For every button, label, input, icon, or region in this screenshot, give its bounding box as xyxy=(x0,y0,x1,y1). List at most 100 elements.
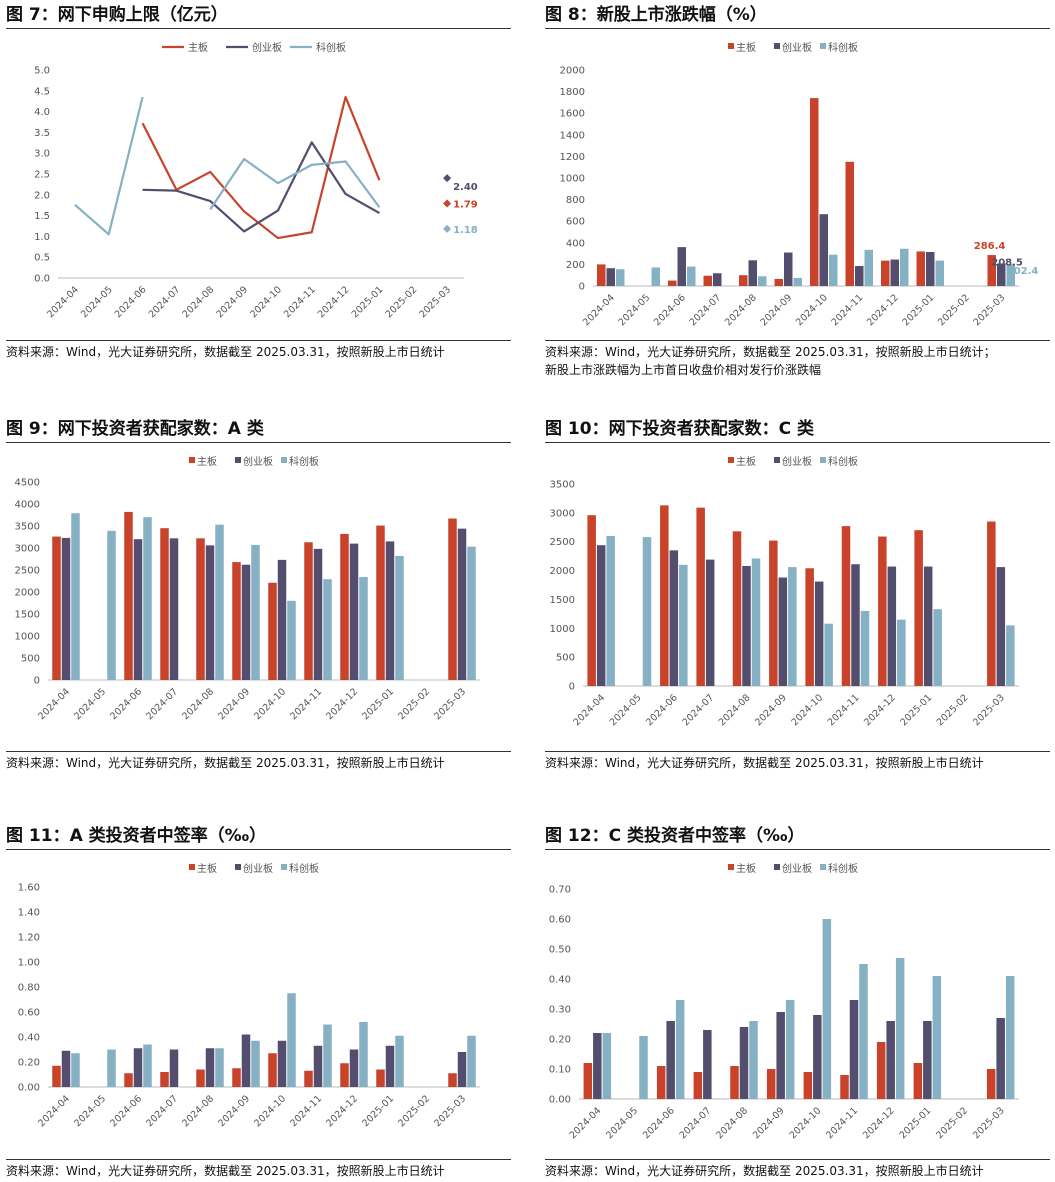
x-tick-label: 2024-04 xyxy=(581,292,617,328)
bar xyxy=(606,268,615,286)
legend-swatch xyxy=(189,864,195,870)
source-note: 资料来源：Wind，光大证券研究所，数据截至 2025.03.31，按照新股上市… xyxy=(6,1159,511,1180)
bar xyxy=(895,958,905,1099)
bar xyxy=(849,1000,859,1099)
bar xyxy=(739,275,748,286)
x-tick-label: 2024-09 xyxy=(753,692,789,728)
legend-swatch xyxy=(281,457,287,463)
bar xyxy=(713,273,722,286)
bar xyxy=(602,1033,612,1099)
y-tick-label: 1.5 xyxy=(34,211,50,222)
bar xyxy=(932,976,942,1099)
y-tick-label: 0 xyxy=(579,282,585,293)
bar xyxy=(840,1075,849,1099)
y-tick-label: 4.0 xyxy=(34,107,50,118)
bar xyxy=(304,542,313,680)
legend-swatch xyxy=(281,864,287,870)
y-tick-label: 0.30 xyxy=(549,1005,571,1016)
listing-return-bar-chart: 主板 创业板 科创板 0 200 400 600 800 1000 1200 1400 1600 180… xyxy=(560,41,1039,328)
legend-swatch xyxy=(728,43,734,49)
y-tick-label: 4500 xyxy=(15,478,40,489)
x-tick-label: 2025-02 xyxy=(396,1093,432,1129)
bar xyxy=(776,1012,785,1099)
y-tick-label: 2500 xyxy=(15,566,40,577)
y-tick-label: 500 xyxy=(556,653,575,664)
bar xyxy=(916,251,925,286)
y-tick-label: 1000 xyxy=(560,174,585,185)
x-tick-label: 2025-01 xyxy=(360,686,396,722)
bar xyxy=(996,1018,1005,1099)
x-tick-label: 2025-01 xyxy=(901,292,937,328)
x-tick-label: 2024-10 xyxy=(789,692,825,728)
bar xyxy=(583,1063,593,1099)
legend-swatch xyxy=(189,457,195,463)
figure-title: 图 12：C 类投资者中签率（‰） xyxy=(545,823,1050,850)
source-note: 资料来源：Wind，光大证券研究所，数据截至 2025.03.31，按照新股上市… xyxy=(6,340,511,361)
y-tick-label: 0.00 xyxy=(18,1083,40,1094)
x-tick-label: 2024-10 xyxy=(252,686,288,722)
legend-label: 创业板 xyxy=(252,41,282,54)
y-tick-label: 1400 xyxy=(560,130,585,141)
x-tick-label: 2024-10 xyxy=(794,292,830,328)
bar xyxy=(705,559,715,686)
bar xyxy=(160,528,169,680)
y-tick-label: 0.00 xyxy=(549,1095,571,1106)
bar xyxy=(340,1063,349,1087)
y-tick-label: 2000 xyxy=(550,566,575,577)
data-label: 1.18 xyxy=(453,225,478,236)
y-tick-label: 3000 xyxy=(15,544,40,555)
x-tick-label: 2024-08 xyxy=(717,692,753,728)
source-note: 资料来源：Wind，光大证券研究所，数据截至 2025.03.31，按照新股上市… xyxy=(545,751,1050,772)
bar xyxy=(923,566,933,686)
legend-label: 创业板 xyxy=(243,455,273,468)
c-class-allocation-bar-chart: 主板 创业板 科创板 0 500 1000 1500 2000 2500 3000 3500 2024… xyxy=(550,455,1019,728)
y-tick-label: 1600 xyxy=(560,109,585,120)
x-tick-label: 2025-02 xyxy=(936,292,972,328)
x-tick-label: 2024-10 xyxy=(248,284,284,320)
bar xyxy=(304,1070,313,1087)
y-tick-label: 0 xyxy=(569,682,575,693)
x-tick-label: 2024-05 xyxy=(72,686,108,722)
y-tick-label: 1.60 xyxy=(18,883,40,894)
bar xyxy=(987,521,996,686)
legend-swatch xyxy=(820,864,826,870)
x-tick-label: 2024-11 xyxy=(282,284,318,320)
bar xyxy=(313,1045,323,1087)
y-tick-label: 3500 xyxy=(15,522,40,533)
bar xyxy=(926,251,935,286)
x-tick-label: 2024-04 xyxy=(571,692,607,728)
source-note: 资料来源：Wind，光大证券研究所，数据截至 2025.03.31，按照新股上市… xyxy=(6,751,511,772)
figure-title: 图 11：A 类投资者中签率（‰） xyxy=(6,823,511,850)
y-tick-label: 0.60 xyxy=(549,915,571,926)
x-tick-label: 2024-04 xyxy=(36,1093,72,1129)
bar xyxy=(813,1015,822,1099)
bar xyxy=(376,525,385,680)
x-tick-label: 2024-09 xyxy=(751,1105,787,1141)
source-line: 资料来源：Wind，光大证券研究所，数据截至 2025.03.31，按照新股上市… xyxy=(6,756,445,770)
bar xyxy=(457,528,467,680)
y-tick-label: 500 xyxy=(21,654,40,665)
bar xyxy=(313,548,323,680)
bar xyxy=(675,1000,685,1099)
bar xyxy=(639,1036,648,1099)
bar xyxy=(769,540,778,686)
y-tick-label: 1.20 xyxy=(18,933,40,944)
x-tick-label: 2025-02 xyxy=(396,686,432,722)
x-tick-label: 2024-07 xyxy=(147,284,183,320)
legend-label: 创业板 xyxy=(782,862,812,875)
y-tick-label: 0.10 xyxy=(549,1065,571,1076)
source-note: 资料来源：Wind，光大证券研究所，数据截至 2025.03.31，按照新股上市… xyxy=(545,340,1050,379)
point-marker xyxy=(443,224,452,233)
x-tick-label: 2025-03 xyxy=(972,292,1008,328)
x-tick-label: 2025-03 xyxy=(432,686,468,722)
legend-label: 科创板 xyxy=(289,455,319,468)
x-tick-label: 2024-06 xyxy=(644,692,680,728)
bar xyxy=(703,275,712,286)
bar xyxy=(107,1049,116,1087)
y-tick-label: 3.5 xyxy=(34,128,50,139)
legend-swatch xyxy=(235,457,241,463)
legend-label: 主板 xyxy=(736,862,756,875)
bar xyxy=(606,535,615,686)
bar xyxy=(890,259,899,286)
bar xyxy=(597,264,606,286)
